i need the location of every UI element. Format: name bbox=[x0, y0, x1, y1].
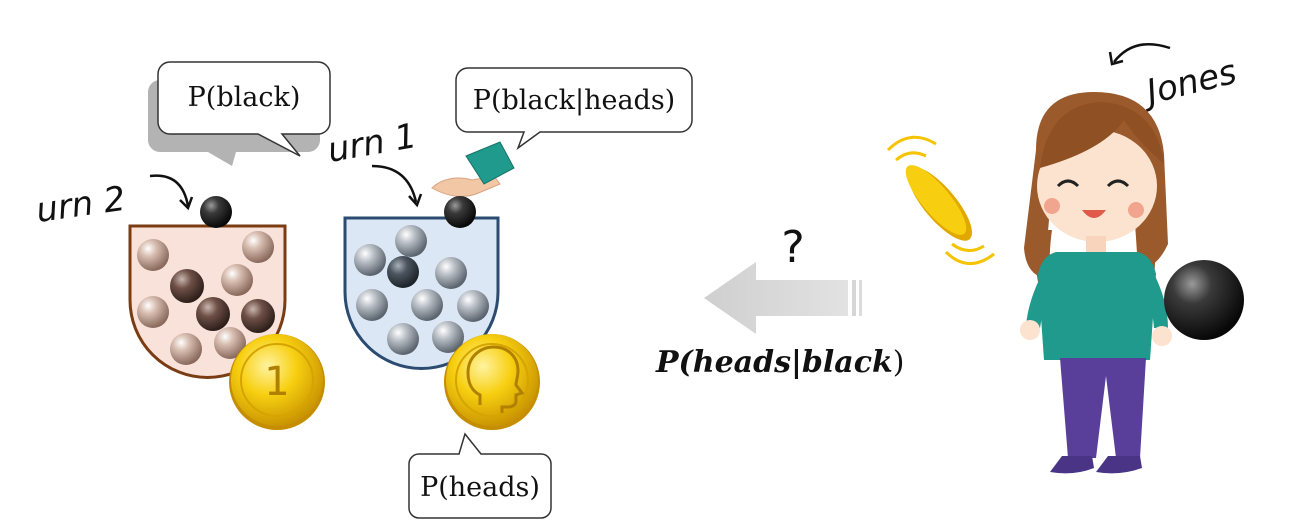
flipping-coin-icon bbox=[886, 135, 995, 265]
p-black-label: P(black) bbox=[188, 82, 301, 113]
urn-1-ball bbox=[457, 290, 489, 322]
tails-coin-icon: 1 bbox=[229, 334, 325, 430]
urn2-curved-arrow-icon bbox=[149, 174, 190, 207]
urn-2-ball bbox=[170, 269, 204, 303]
head-silhouette-icon bbox=[466, 345, 525, 413]
drawn-black-ball bbox=[1164, 260, 1244, 340]
urn2-arrowhead-icon bbox=[179, 196, 194, 211]
urn-2-ball bbox=[242, 231, 274, 263]
question-mark: ? bbox=[781, 222, 804, 273]
urn2-label: urn 2 bbox=[34, 179, 128, 231]
posterior-formula: P(heads|black) bbox=[655, 345, 904, 380]
p-heads-bubble-body bbox=[408, 432, 552, 519]
jones-curved-arrow-icon bbox=[1113, 42, 1171, 63]
formula-black: black bbox=[802, 345, 893, 380]
black-ball-on-urn-2 bbox=[200, 196, 232, 228]
formula-bar: | bbox=[791, 345, 802, 380]
urn-2-ball bbox=[241, 299, 275, 333]
urn-1-ball bbox=[354, 244, 386, 276]
formula-close: ) bbox=[893, 345, 905, 380]
jones-label: Jones bbox=[1137, 52, 1241, 114]
urn-1-ball bbox=[395, 225, 427, 257]
p-black-given-heads-bubble: P(black|heads) bbox=[455, 67, 693, 151]
p-black-given-heads-label: P(black|heads) bbox=[473, 85, 675, 116]
jones-arrowhead-icon bbox=[1108, 51, 1124, 66]
heads-coin-icon bbox=[444, 334, 540, 430]
urn-1-ball bbox=[387, 256, 419, 288]
urn-1-ball bbox=[435, 257, 467, 289]
urn1-label: urn 1 bbox=[325, 116, 420, 171]
formula-open: P( bbox=[655, 345, 695, 380]
urn-2-ball bbox=[137, 296, 169, 328]
p-black-given-heads-bubble-body bbox=[455, 67, 693, 151]
left-arrow-icon bbox=[704, 262, 862, 334]
jones-pants bbox=[1060, 358, 1146, 458]
urn-1 bbox=[343, 196, 500, 370]
urn-2 bbox=[128, 196, 287, 379]
urn-1-ball bbox=[356, 289, 388, 321]
urn-2-ball bbox=[196, 297, 230, 331]
urn-1-ball bbox=[387, 323, 419, 355]
urn1-arrowhead-icon bbox=[408, 193, 423, 208]
coin-1-label: 1 bbox=[264, 359, 289, 405]
p-heads-bubble: P(heads) bbox=[408, 432, 552, 519]
urn-1-ball bbox=[432, 321, 464, 353]
jones-shirt bbox=[1038, 252, 1156, 360]
jones-character bbox=[1020, 92, 1172, 474]
formula-heads: heads bbox=[693, 345, 791, 380]
p-heads-label: P(heads) bbox=[420, 472, 540, 503]
p-black-bubble-body bbox=[157, 61, 331, 157]
urn-2-ball bbox=[137, 239, 169, 271]
urn-2-ball bbox=[221, 264, 253, 296]
black-ball-on-urn-1 bbox=[444, 196, 476, 228]
urn-1-ball bbox=[411, 289, 443, 321]
urn1-curved-arrow-icon bbox=[371, 164, 418, 203]
pointing-hand-icon bbox=[431, 141, 515, 197]
urn-2-ball bbox=[170, 333, 202, 365]
urn-2-ball bbox=[214, 327, 246, 359]
p-black-bubble: P(black) bbox=[148, 61, 331, 166]
